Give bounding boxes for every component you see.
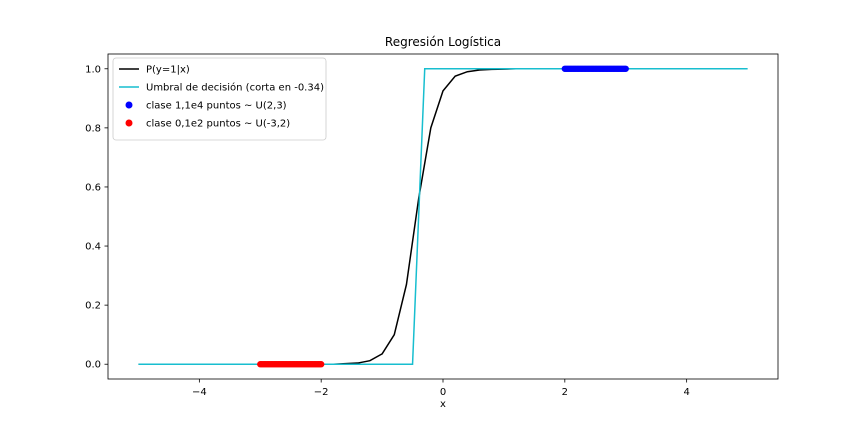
legend-label: clase 0,1e2 puntos ~ U(-3,2): [146, 119, 290, 130]
x-tick-label: 0: [440, 387, 446, 398]
y-tick-label: 0.8: [85, 123, 101, 134]
y-tick-label: 0.4: [85, 242, 101, 253]
chart-title: Regresión Logística: [385, 35, 501, 49]
legend-marker-swatch: [125, 101, 133, 109]
scatter-point-2: [622, 65, 629, 72]
x-tick-label: 4: [683, 387, 689, 398]
plot-area: [138, 65, 748, 368]
y-tick-label: 0.2: [85, 301, 101, 312]
legend-marker-swatch: [125, 119, 133, 127]
legend-label: Umbral de decisión (corta en -0.34): [146, 82, 324, 94]
legend: P(y=1|x) Umbral de decisión (corta en -0.…: [112, 57, 327, 141]
y-tick-label: 1.0: [85, 64, 101, 75]
legend-label: clase 1,1e4 puntos ~ U(2,3): [146, 101, 287, 112]
legend-box: [112, 57, 327, 141]
scatter-point-3: [317, 361, 325, 368]
x-tick-label: −4: [192, 387, 207, 398]
legend-label: P(y=1|x): [146, 65, 190, 76]
y-tick-label: 0.6: [85, 182, 101, 193]
x-tick-label: 2: [562, 387, 568, 398]
axis-ticks: −4 −2 0 2 4 0.0 0.2 0.4 0.6 0.8 1.0: [85, 64, 690, 398]
x-tick-label: −2: [314, 387, 329, 398]
y-tick-label: 0.0: [85, 360, 101, 371]
x-axis-title: x: [440, 399, 446, 410]
